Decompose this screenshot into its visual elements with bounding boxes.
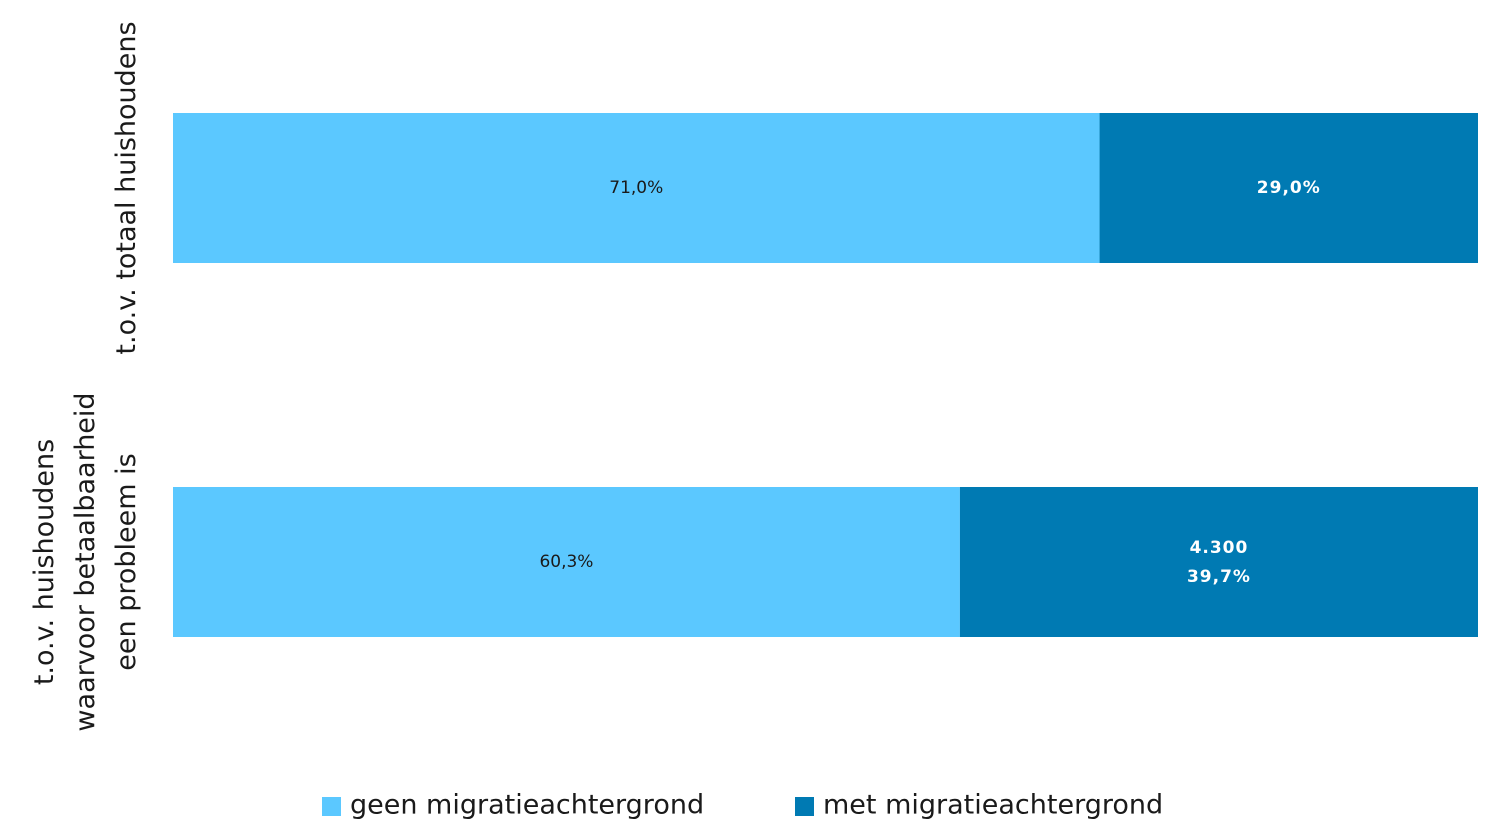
legend-swatch [322,797,341,816]
value-label: 60,3% [539,552,593,572]
bar-segment [173,113,1100,263]
annotation: 4.300 [1190,538,1249,558]
category-label-line: t.o.v. totaal huishoudens [111,21,142,354]
category-label: t.o.v. totaal huishoudens [111,21,142,354]
bar-segment [959,487,1478,637]
bar-segment [173,487,960,637]
category-label-line: waarvoor betaalbaarheid [70,392,101,731]
value-label: 29,0% [1257,178,1321,198]
category-label-line: t.o.v. huishoudens [29,439,60,685]
category-label: t.o.v. huishoudens waarvoor betaalbaarhei… [29,392,142,731]
value-label: 71,0% [609,178,663,198]
legend-label: met migratieachtergrond [823,790,1163,821]
category-label: t.o.v. totaal huishoudens [111,21,142,354]
category-label-line: een probleem is [111,453,142,670]
category-label: t.o.v. huishoudens waarvoor betaalbaarhei… [29,392,142,731]
legend-label: geen migratieachtergrond [350,790,704,821]
legend-swatch [795,797,814,816]
value-label: 39,7% [1187,567,1251,587]
bar-segment [1099,113,1478,263]
